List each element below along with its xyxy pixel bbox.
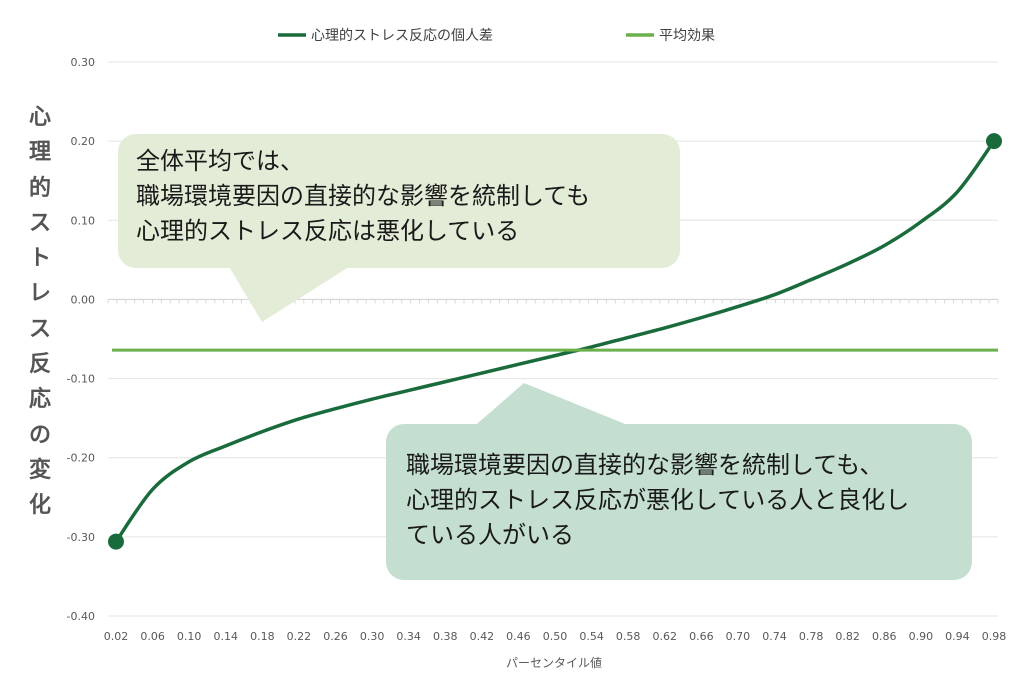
x-tick-label: 0.50 xyxy=(543,630,568,643)
y-tick-label: -0.20 xyxy=(67,452,95,465)
callout-top-line: 職場環境要因の直接的な影響を統制しても xyxy=(136,182,591,210)
y-axis-label-char: ス xyxy=(28,316,51,342)
x-tick-label: 0.98 xyxy=(982,630,1007,643)
y-axis-label-char: 応 xyxy=(28,387,51,413)
y-axis-label-char: 的 xyxy=(28,175,51,201)
callout-tails xyxy=(228,265,640,430)
x-tick-label: 0.34 xyxy=(396,630,421,643)
y-tick-label: 0.20 xyxy=(71,135,96,148)
x-tick-label: 0.02 xyxy=(104,630,129,643)
x-tick-label: 0.58 xyxy=(616,630,641,643)
y-axis-label-char: 変 xyxy=(28,457,51,483)
x-tick-label: 0.18 xyxy=(250,630,275,643)
y-axis-label-char: ス xyxy=(28,210,51,236)
callout-top-line: 心理的ストレス反応は悪化している xyxy=(136,217,520,245)
series-lines xyxy=(108,133,1002,550)
callout-bottom-line: 職場環境要因の直接的な影響を統制しても、 xyxy=(406,451,884,479)
x-tick-label: 0.94 xyxy=(945,630,970,643)
y-axis-label-char: 化 xyxy=(28,493,51,519)
individual-difference-line xyxy=(114,140,996,543)
x-tick-label: 0.46 xyxy=(506,630,531,643)
legend-label: 心理的ストレス反応の個人差 xyxy=(311,28,493,44)
callout-top-tail xyxy=(228,265,352,322)
x-tick-label: 0.78 xyxy=(799,630,824,643)
x-tick-label: 0.74 xyxy=(762,630,787,643)
y-axis-label-char: 心 xyxy=(28,105,51,130)
x-tick-label: 0.42 xyxy=(470,630,495,643)
y-tick-label: 0.30 xyxy=(71,56,96,69)
y-axis-label-char: 理 xyxy=(28,140,51,166)
callout-top: 全体平均では、 職場環境要因の直接的な影響を統制しても 心理的ストレス反応は悪化… xyxy=(118,134,680,268)
y-tick-label: 0.10 xyxy=(71,214,96,227)
x-tick-label: 0.54 xyxy=(579,630,604,643)
x-tick-label: 0.30 xyxy=(360,630,385,643)
callout-bottom: 職場環境要因の直接的な影響を統制しても、 心理的ストレス反応が悪化している人と良… xyxy=(386,424,972,580)
x-tick-label: 0.22 xyxy=(287,630,312,643)
x-tick-label: 0.10 xyxy=(177,630,202,643)
x-tick-label: 0.26 xyxy=(323,630,348,643)
legend-label: 平均効果 xyxy=(659,28,715,44)
y-tick-label: -0.10 xyxy=(67,373,95,386)
y-axis-label: 心理的ストレス反応の変化 xyxy=(22,100,58,524)
series-endpoint xyxy=(986,133,1002,150)
x-tick-label: 0.38 xyxy=(433,630,458,643)
x-tick-label: 0.66 xyxy=(689,630,714,643)
x-axis-label: パーセンタイル値 xyxy=(506,655,602,670)
y-axis-label-char: 反 xyxy=(28,352,51,378)
callout-bottom-tail xyxy=(470,383,640,430)
y-axis-label-char: の xyxy=(28,422,51,448)
y-tick-label: -0.30 xyxy=(67,531,95,544)
x-tick-label: 0.14 xyxy=(214,630,239,643)
callout-bottom-line: ている人がいる xyxy=(406,521,574,549)
y-axis-label-char: ト xyxy=(28,246,51,272)
y-axis-label-char: レ xyxy=(28,281,51,307)
legend: 心理的ストレス反応の個人差 平均効果 xyxy=(278,28,715,44)
x-tick-label: 0.70 xyxy=(726,630,751,643)
x-tick-label: 0.62 xyxy=(653,630,678,643)
series-endpoint xyxy=(108,533,124,550)
x-tick-label: 0.90 xyxy=(909,630,934,643)
y-tick-labels: 0.30 0.20 0.10 0.00 -0.10 -0.20 -0.30 -0.40 xyxy=(67,56,95,623)
x-tick-label: 0.06 xyxy=(140,630,165,643)
y-tick-label: 0.00 xyxy=(71,293,96,306)
x-tick-label: 0.86 xyxy=(872,630,897,643)
callout-bottom-line: 心理的ストレス反応が悪化している人と良化し xyxy=(406,486,910,514)
x-tick-label: 0.82 xyxy=(835,630,860,643)
y-tick-label: -0.40 xyxy=(67,610,95,623)
callout-top-line: 全体平均では、 xyxy=(136,147,304,175)
x-tick-labels: 0.02 0.06 0.10 0.14 0.18 0.22 0.26 0.30 0.34 0.38… xyxy=(104,630,1007,643)
